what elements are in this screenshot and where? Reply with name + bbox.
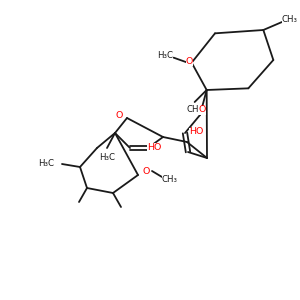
Text: CH₃: CH₃ xyxy=(162,176,178,184)
Text: CH₃: CH₃ xyxy=(282,16,298,25)
Text: O: O xyxy=(186,57,194,66)
Text: H₃C: H₃C xyxy=(157,51,173,60)
Text: HO: HO xyxy=(189,128,203,136)
Text: O: O xyxy=(115,112,123,121)
Text: O: O xyxy=(198,106,206,115)
Text: H₃C: H₃C xyxy=(38,160,54,169)
Text: H₃C: H₃C xyxy=(99,152,115,161)
Text: CH₃: CH₃ xyxy=(187,106,203,115)
Text: HO: HO xyxy=(147,142,161,152)
Text: O: O xyxy=(142,167,150,176)
